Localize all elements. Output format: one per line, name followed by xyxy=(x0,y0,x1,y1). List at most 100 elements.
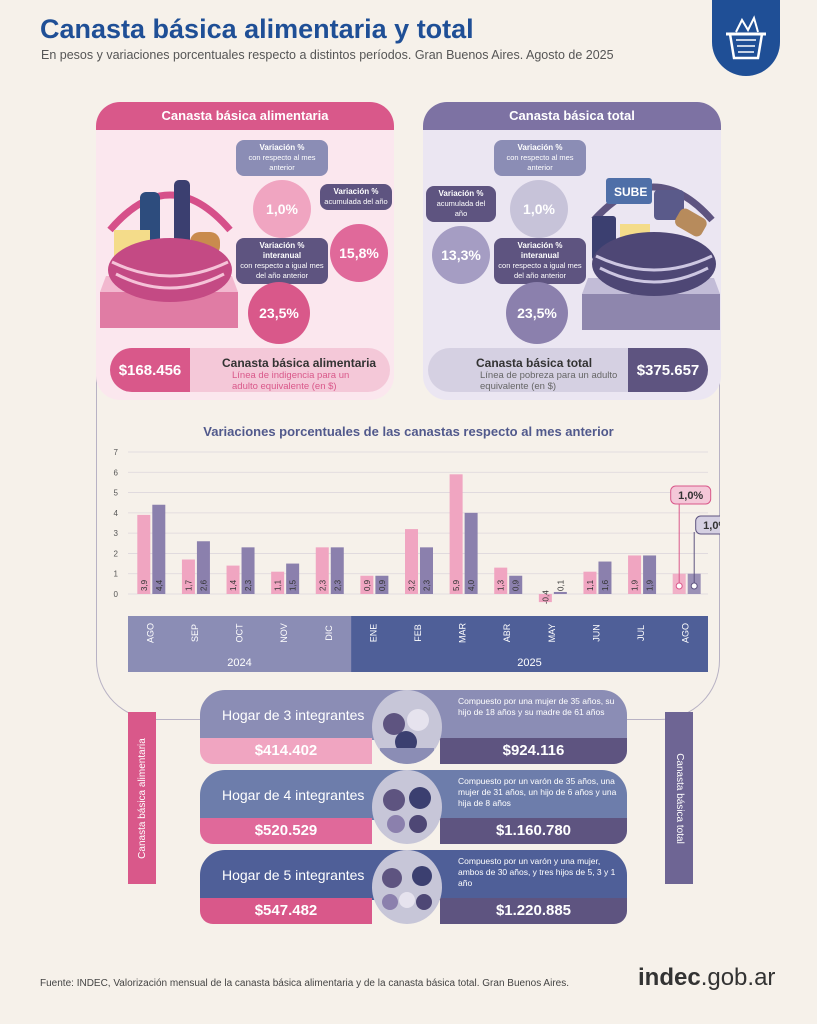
sube-card-label: SUBE xyxy=(614,185,647,199)
bar-value-label: 1,6 xyxy=(601,579,610,591)
bar-value-label: 0,1 xyxy=(556,579,565,591)
bar-value-label: 1,1 xyxy=(586,579,595,591)
household-4-desc: Compuesto por un varón de 35 años, una m… xyxy=(458,776,617,808)
bar-value-label: 1,1 xyxy=(274,579,283,591)
side-label-cbt: Canasta básica total xyxy=(665,712,693,884)
x-tick-label: NOV xyxy=(279,623,289,643)
cbt-acumulada-circle: 13,3% xyxy=(432,226,490,284)
cba-acumulada-tag: Variación % acumulada del año xyxy=(320,184,392,210)
family-illustration-4 xyxy=(372,770,442,844)
cba-mensual-tag-title: Variación % xyxy=(259,143,305,152)
family-illustration-3 xyxy=(372,690,442,764)
cba-interanual-circle: 23,5% xyxy=(248,282,310,344)
bar xyxy=(315,547,329,594)
side-label-cba: Canasta básica alimentaria xyxy=(128,712,156,884)
bar xyxy=(538,594,552,603)
bar-value-label: 0,9 xyxy=(378,579,387,591)
y-tick-label: 3 xyxy=(114,529,119,538)
cba-acumulada-tag-text: acumulada del año xyxy=(324,197,388,206)
callout-value: 1,0% xyxy=(703,520,720,532)
callout-dot xyxy=(690,582,698,590)
household-5: Hogar de 5 integrantes Compuesto por un … xyxy=(200,850,627,924)
basket-logo-icon xyxy=(726,15,766,60)
bar-value-label: 4,0 xyxy=(467,579,476,591)
cba-interanual-tag-title: Variación % interanual xyxy=(259,241,305,260)
cba-panel-heading: Canasta básica alimentaria xyxy=(96,102,394,130)
y-tick-label: 7 xyxy=(114,448,119,457)
cbt-acumulada-tag-text: acumulada del año xyxy=(436,199,486,218)
x-tick-label: SEP xyxy=(190,624,200,642)
x-tick-label: JUN xyxy=(591,624,601,642)
chart-title: Variaciones porcentuales de las canastas… xyxy=(203,424,614,439)
bar xyxy=(226,565,240,594)
bar xyxy=(494,567,508,594)
bar xyxy=(196,541,210,594)
bar xyxy=(137,514,151,594)
cbt-mensual-tag-text: con respecto al mes anterior xyxy=(506,153,574,172)
x-tick-label: JUL xyxy=(636,625,646,641)
bar-value-label: 4,4 xyxy=(155,579,164,591)
x-tick-label: ABR xyxy=(502,623,512,642)
year-label: 2025 xyxy=(517,657,541,669)
cbt-amount: $375.657 xyxy=(628,348,708,392)
callout-dot xyxy=(675,582,683,590)
side-label-cbt-text: Canasta básica total xyxy=(673,752,685,844)
bar xyxy=(509,575,523,594)
bar xyxy=(330,547,344,594)
cbt-mensual-tag: Variación % con respecto al mes anterior xyxy=(494,140,586,176)
x-tick-label: OCT xyxy=(235,623,245,643)
cbt-interanual-tag-title: Variación % interanual xyxy=(517,241,563,260)
callout-box xyxy=(670,485,712,505)
x-tick-label: ENE xyxy=(368,624,378,643)
bar xyxy=(583,571,597,594)
cbt-interanual-tag-text: con respecto a igual mes del año anterio… xyxy=(498,261,582,280)
cba-band: Canasta básica alimentaria Línea de indi… xyxy=(190,348,390,392)
bar xyxy=(405,529,418,594)
bar xyxy=(152,504,166,594)
bar-value-label: -0,4 xyxy=(541,590,550,604)
bar-value-label: 3,2 xyxy=(408,579,417,591)
page-subtitle: En pesos y variaciones porcentuales resp… xyxy=(41,48,614,62)
bar-value-label: 3,9 xyxy=(140,579,149,591)
y-tick-label: 6 xyxy=(114,468,119,477)
cbt-band-title: Canasta básica total xyxy=(476,356,593,370)
bar-chart: 0 1 2 3 4 5 6 7 3,9 4,4 1,7 2,6 1,4 2,3 1,1 1,5 2,3 2,3 0,… xyxy=(114,448,720,672)
footer-source: Fuente: INDEC, Valorización mensual de l… xyxy=(40,978,569,989)
callout-box xyxy=(695,515,720,535)
bar-value-label: 2,3 xyxy=(423,579,432,591)
bar-value-label: 1,9 xyxy=(646,579,655,591)
bar xyxy=(420,547,433,594)
y-tick-label: 0 xyxy=(114,590,119,599)
cba-acumulada-circle: 15,8% xyxy=(330,224,388,282)
bar-value-label: 0,9 xyxy=(512,579,521,591)
household-5-desc: Compuesto por un varón y una mujer, ambo… xyxy=(458,856,616,888)
side-label-cba-text: Canasta básica alimentaria xyxy=(136,737,148,859)
cba-interanual-tag: Variación % interanual con respecto a ig… xyxy=(236,238,328,284)
y-tick-label: 1 xyxy=(114,570,119,579)
household-3-cbt: $924.116 xyxy=(440,738,627,764)
bar xyxy=(181,559,195,594)
basket-logo-badge xyxy=(712,0,780,76)
cba-band-title: Canasta básica alimentaria xyxy=(222,356,377,370)
bar-value-label: 2,3 xyxy=(333,579,342,591)
household-4-cba: $520.529 xyxy=(200,818,372,844)
cbt-acumulada-tag-title: Variación % xyxy=(438,189,484,198)
page-title: Canasta básica alimentaria y total xyxy=(40,14,474,44)
family-illustration-5 xyxy=(372,850,442,924)
cbt-acumulada-tag: Variación % acumulada del año xyxy=(426,186,496,222)
bar xyxy=(598,561,612,594)
indec-brand[interactable]: indec.gob.ar xyxy=(638,964,775,992)
bar xyxy=(628,555,642,594)
x-tick-label: MAY xyxy=(547,624,557,643)
cbt-interanual-circle: 23,5% xyxy=(506,282,568,344)
cba-band-sub: Línea de indigencia para un adulto equiv… xyxy=(232,370,350,392)
cbt-band-sub: Línea de pobreza para un adulto equivale… xyxy=(480,370,618,392)
indec-brand-name: indec xyxy=(638,964,701,991)
cbt-mensual-tag-title: Variación % xyxy=(517,143,563,152)
cbt-panel-heading: Canasta básica total xyxy=(423,102,721,130)
year-band xyxy=(128,616,352,672)
cba-interanual-tag-text: con respecto a igual mes del año anterio… xyxy=(240,261,324,280)
household-5-cbt: $1.220.885 xyxy=(440,898,627,924)
cbt-mensual-circle: 1,0% xyxy=(510,180,568,238)
y-tick-label: 5 xyxy=(114,489,119,498)
